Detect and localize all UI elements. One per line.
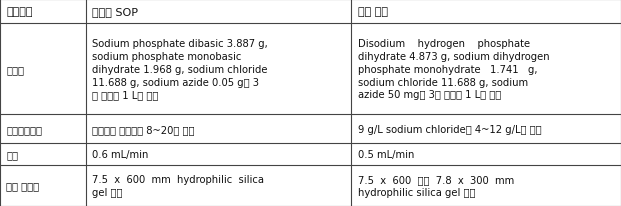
Text: 컬럼 사이즈: 컬럼 사이즈 [6, 180, 39, 190]
Text: 시험조건: 시험조건 [6, 7, 33, 17]
Text: 7.5  x  600  mm  hydrophilic  silica
gel 컬럼: 7.5 x 600 mm hydrophilic silica gel 컬럼 [92, 174, 264, 197]
Text: 이동상: 이동상 [6, 64, 24, 74]
Text: 식약처 SOP: 식약처 SOP [92, 7, 138, 17]
Text: Sodium phosphate dibasic 3.887 g,
sodium phosphate monobasic
dihydrate 1.968 g, : Sodium phosphate dibasic 3.887 g, sodium… [92, 39, 268, 100]
Text: 7.5  x  600  또는  7.8  x  300  mm
hydrophilic silica gel 컬럼: 7.5 x 600 또는 7.8 x 300 mm hydrophilic si… [358, 174, 514, 197]
Text: 유럽 약전: 유럽 약전 [358, 7, 388, 17]
Text: Disodium    hydrogen    phosphate
dihydrate 4.873 g, sodium dihydrogen
phosphate: Disodium hydrogen phosphate dihydrate 4.… [358, 39, 550, 100]
Text: 9 g/L sodium chloride로 4~12 g/L로 희석: 9 g/L sodium chloride로 4~12 g/L로 희석 [358, 124, 542, 134]
Text: 0.6 mL/min: 0.6 mL/min [92, 149, 148, 159]
Text: 검체희석비퍼: 검체희석비퍼 [6, 124, 42, 134]
Text: 이동상을 사용해서 8~20배 희석: 이동상을 사용해서 8~20배 희석 [92, 124, 194, 134]
Text: 유속: 유속 [6, 149, 18, 159]
Text: 0.5 mL/min: 0.5 mL/min [358, 149, 414, 159]
